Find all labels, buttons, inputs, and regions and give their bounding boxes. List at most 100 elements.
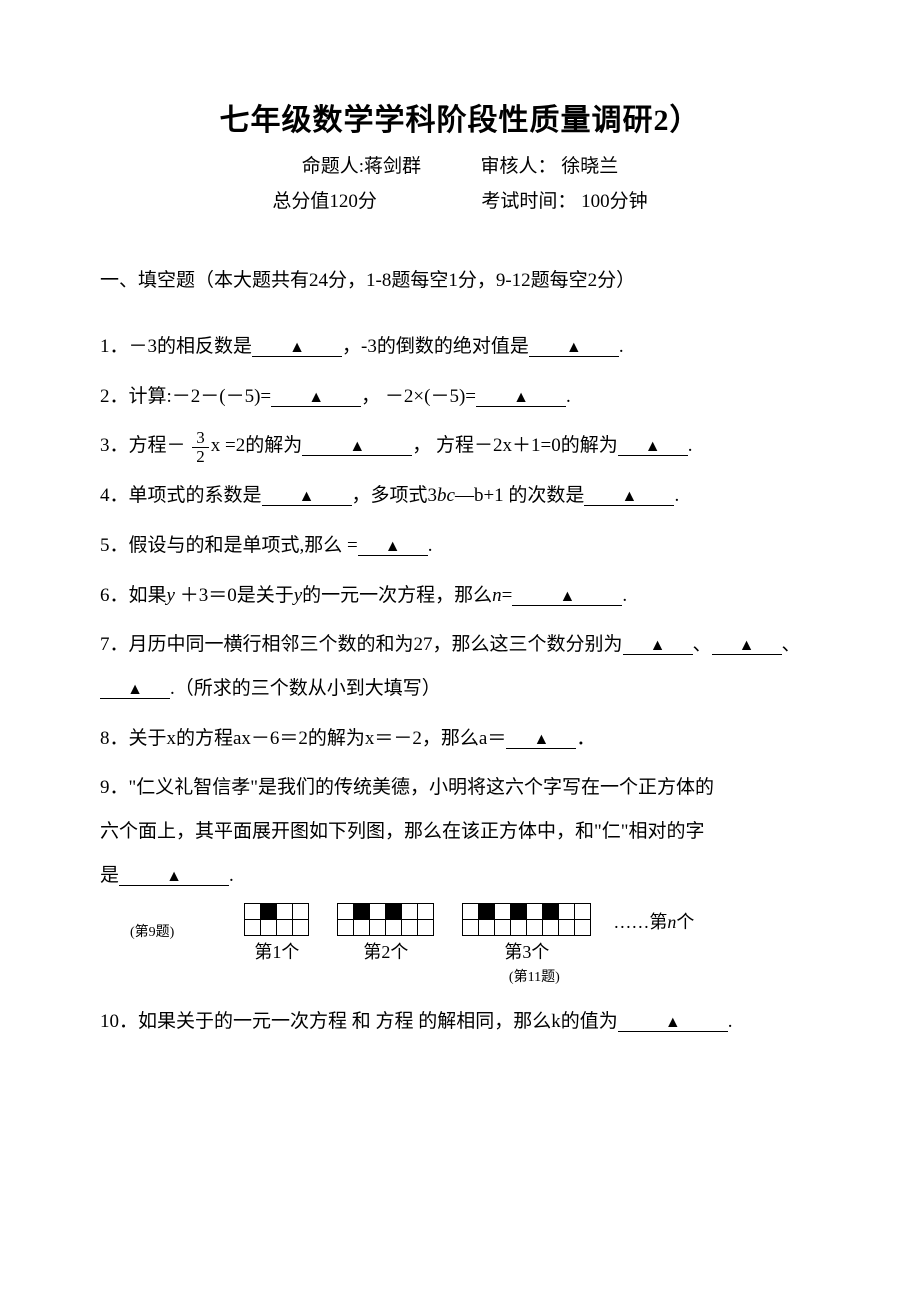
blank: ▲	[476, 387, 566, 407]
question-7: 7．月历中同一横行相邻三个数的和为27，那么这三个数分别为▲、▲、▲.（所求的三…	[100, 623, 820, 710]
blank: ▲	[262, 486, 352, 506]
reviewer-label: 审核人： 徐晓兰	[481, 156, 619, 177]
patterns: 第1个 第2个 第3个 ……第n个	[244, 903, 694, 964]
blank: ▲	[584, 486, 674, 506]
blank: ▲	[100, 679, 170, 699]
question-8: 8．关于x的方程ax－6＝2的解为x＝－2，那么a＝▲．	[100, 717, 820, 761]
blank: ▲	[529, 337, 619, 357]
q3-after-frac: x =2的解为	[211, 435, 302, 456]
pattern-grid	[462, 903, 591, 936]
q9-line2: 六个面上，其平面展开图如下列图，那么在该正方体中，和"仁"相对的字	[100, 810, 820, 854]
q2-mid: ， －2×(－5)=	[361, 386, 476, 407]
q11-figure-label: (第11题)	[374, 966, 694, 986]
pattern-3: 第3个	[462, 903, 591, 964]
author-row: 命题人:蒋剑群 审核人： 徐晓兰	[100, 151, 820, 178]
triangle-icon: ▲	[349, 438, 365, 455]
q4-after-bc: —b+1 的次数是	[455, 485, 584, 506]
q4-suffix: .	[674, 485, 679, 506]
author-label: 命题人:蒋剑群	[302, 156, 421, 177]
q5-prefix: 5．假设与的和是单项式,那么 =	[100, 535, 358, 556]
pattern-3-label: 第3个	[462, 938, 591, 964]
q8-prefix: 8．关于x的方程ax－6＝2的解为x＝－2，那么a＝	[100, 728, 506, 749]
triangle-icon: ▲	[513, 389, 529, 406]
blank: ▲	[506, 729, 576, 749]
var-y: y	[167, 585, 175, 606]
q9-line3-suffix: .	[229, 865, 234, 886]
q6-prefix: 6．如果	[100, 585, 167, 606]
q7-sep1: 、	[693, 634, 712, 655]
question-2: 2．计算:－2－(－5)= ▲ ， －2×(－5)= ▲.	[100, 375, 820, 419]
triangle-icon: ▲	[166, 868, 182, 885]
patterns-container: 第1个 第2个 第3个 ……第n个 (第11题)	[244, 903, 694, 986]
q9-figure-label: (第9题)	[130, 921, 174, 941]
q3-mid: ， 方程－2x＋1=0的解为	[412, 435, 617, 456]
question-9: 9．"仁义礼智信孝"是我们的传统美德，小明将这六个字写在一个正方体的 六个面上，…	[100, 766, 820, 897]
blank: ▲	[712, 635, 782, 655]
var-n: n	[667, 912, 676, 932]
nth-pattern-label: ……第n个	[613, 908, 694, 934]
q1-prefix: 1．－3的相反数是	[100, 336, 252, 357]
exam-title: 七年级数学学科阶段性质量调研2）	[100, 95, 820, 139]
var-y: y	[294, 585, 302, 606]
q6-mid1: ＋3＝0是关于	[175, 585, 294, 606]
pattern-2-label: 第2个	[337, 938, 434, 964]
dots: ……第	[613, 912, 667, 932]
blank: ▲	[119, 866, 229, 886]
question-1: 1．－3的相反数是 ▲ ，-3的倒数的绝对值是 ▲.	[100, 325, 820, 369]
fraction: 32	[192, 429, 209, 466]
pattern-1: 第1个	[244, 903, 309, 964]
question-10: 10．如果关于的一元一次方程 和 方程 的解相同，那么k的值为 ▲.	[100, 1000, 820, 1044]
triangle-icon: ▲	[308, 389, 324, 406]
q7-sep2: 、	[782, 634, 801, 655]
ge: 个	[676, 912, 694, 932]
q3-prefix: 3．方程－	[100, 435, 190, 456]
q6-eq: =	[502, 585, 513, 606]
q6-mid2: 的一元一次方程，那么	[302, 585, 492, 606]
q9-line1: 9．"仁义礼智信孝"是我们的传统美德，小明将这六个字写在一个正方体的	[100, 766, 820, 810]
total-score: 总分值120分	[272, 191, 377, 212]
exam-page: 七年级数学学科阶段性质量调研2） 命题人:蒋剑群 审核人： 徐晓兰 总分值120…	[0, 0, 920, 1110]
pattern-grid	[337, 903, 434, 936]
question-3: 3．方程－ 32x =2的解为▲， 方程－2x＋1=0的解为▲.	[100, 424, 820, 468]
exam-time: 考试时间： 100分钟	[481, 191, 647, 212]
triangle-icon: ▲	[299, 488, 315, 505]
blank: ▲	[512, 586, 622, 606]
triangle-icon: ▲	[665, 1014, 681, 1031]
blank: ▲	[252, 337, 342, 357]
triangle-icon: ▲	[127, 681, 143, 698]
denominator: 2	[192, 448, 209, 466]
pattern-1-label: 第1个	[244, 938, 309, 964]
blank: ▲	[358, 536, 428, 556]
q1-mid: ，-3的倒数的绝对值是	[342, 336, 529, 357]
numerator: 3	[192, 429, 209, 448]
triangle-icon: ▲	[645, 438, 661, 455]
q9-line3-prefix: 是	[100, 865, 119, 886]
q10-prefix: 10．如果关于的一元一次方程 和 方程 的解相同，那么k的值为	[100, 1011, 618, 1032]
section-1-header: 一、填空题（本大题共有24分，1-8题每空1分，9-12题每空2分）	[100, 263, 820, 299]
q2-prefix: 2．计算:－2－(－5)=	[100, 386, 271, 407]
q10-suffix: .	[728, 1011, 733, 1032]
q2-suffix: .	[566, 386, 571, 407]
q4-mid: ，多项式3	[352, 485, 438, 506]
q1-suffix: .	[619, 336, 624, 357]
blank: ▲	[623, 635, 693, 655]
triangle-icon: ▲	[739, 637, 755, 654]
triangle-icon: ▲	[289, 339, 305, 356]
blank: ▲	[302, 436, 412, 456]
question-5: 5．假设与的和是单项式,那么 =▲.	[100, 524, 820, 568]
figure-row: (第9题) 第1个 第2个 第3个 ……第n个 (第11题)	[130, 903, 820, 986]
triangle-icon: ▲	[559, 588, 575, 605]
q6-suffix: .	[622, 585, 627, 606]
q9-line3: 是 ▲.	[100, 854, 820, 898]
triangle-icon: ▲	[566, 339, 582, 356]
triangle-icon: ▲	[650, 637, 666, 654]
blank: ▲	[618, 1012, 728, 1032]
pattern-grid	[244, 903, 309, 936]
q7-suffix: .（所求的三个数从小到大填写）	[170, 678, 441, 699]
question-4: 4．单项式的系数是▲，多项式3bc—b+1 的次数是▲.	[100, 474, 820, 518]
q4-bc: bc	[437, 485, 455, 506]
blank: ▲	[271, 387, 361, 407]
pattern-2: 第2个	[337, 903, 434, 964]
question-6: 6．如果y ＋3＝0是关于y的一元一次方程，那么n=▲.	[100, 574, 820, 618]
q4-prefix: 4．单项式的系数是	[100, 485, 262, 506]
